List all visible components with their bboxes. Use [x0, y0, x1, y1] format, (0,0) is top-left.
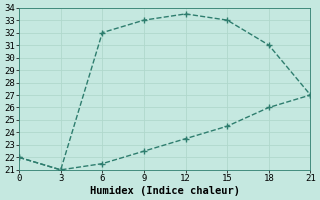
X-axis label: Humidex (Indice chaleur): Humidex (Indice chaleur) — [90, 186, 240, 196]
